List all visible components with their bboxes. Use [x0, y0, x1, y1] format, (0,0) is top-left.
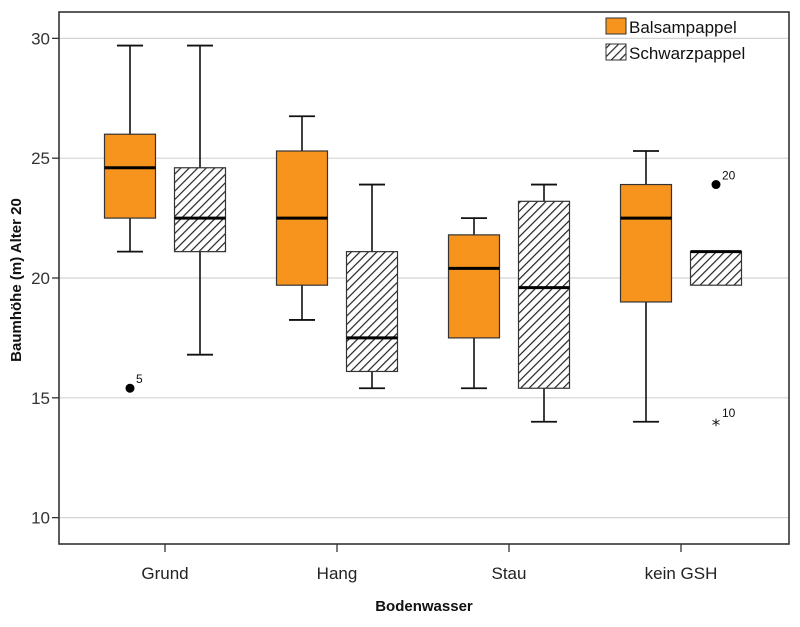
- legend-label-schwarzpappel: Schwarzpappel: [629, 44, 745, 63]
- legend: Balsampappel Schwarzpappel: [605, 17, 745, 63]
- x-axis-title: Bodenwasser: [375, 598, 473, 615]
- gridlines: [59, 37, 789, 519]
- outlier-marker: [125, 383, 135, 393]
- box-iqr: [447, 234, 501, 339]
- legend-label-balsampappel: Balsampappel: [629, 18, 737, 37]
- legend-swatch-balsampappel: [605, 17, 627, 35]
- box-iqr: [517, 200, 571, 389]
- x-tick-label-kein-gsh: kein GSH: [645, 564, 718, 583]
- outlier-marker: [711, 180, 721, 190]
- x-axis: Grund Hang Stau kein GSH: [141, 544, 717, 583]
- box-iqr: [345, 251, 399, 373]
- y-tick-label-10: 10: [31, 509, 50, 528]
- box-schwarzpappel-kein-gsh: [689, 250, 743, 286]
- box-iqr: [689, 251, 743, 286]
- box-schwarzpappel-stau: [517, 183, 571, 423]
- box-balsampappel-stau: [447, 217, 501, 390]
- box-iqr: [173, 167, 227, 253]
- outlier-label: 10: [722, 406, 736, 420]
- y-axis: 10 15 20 25 30: [31, 29, 59, 528]
- outlier-balsampappel-5: 5: [125, 372, 143, 393]
- extreme-marker: *: [712, 416, 721, 436]
- outlier-label: 20: [722, 169, 736, 183]
- box-balsampappel-hang: [275, 115, 329, 321]
- box-balsampappel-grund: [103, 44, 157, 253]
- box-schwarzpappel-grund: [173, 44, 227, 356]
- legend-swatch-schwarzpappel: [605, 43, 627, 61]
- box-iqr: [619, 183, 673, 303]
- box-series: 5 20 *10: [103, 44, 743, 436]
- box-balsampappel-kein-gsh: [619, 150, 673, 423]
- box-schwarzpappel-hang: [345, 183, 399, 390]
- y-tick-label-25: 25: [31, 149, 50, 168]
- box-iqr: [103, 133, 157, 219]
- x-tick-label-hang: Hang: [317, 564, 358, 583]
- y-tick-label-15: 15: [31, 389, 50, 408]
- y-tick-label-30: 30: [31, 29, 50, 48]
- y-axis-title: Baumhöhe (m) Alter 20: [8, 198, 25, 362]
- outlier-schwarzpappel-10: *10: [712, 406, 736, 436]
- outlier-label: 5: [136, 372, 143, 386]
- x-tick-label-grund: Grund: [141, 564, 188, 583]
- x-tick-label-stau: Stau: [492, 564, 527, 583]
- outlier-schwarzpappel-20: 20: [711, 169, 736, 190]
- y-tick-label-20: 20: [31, 269, 50, 288]
